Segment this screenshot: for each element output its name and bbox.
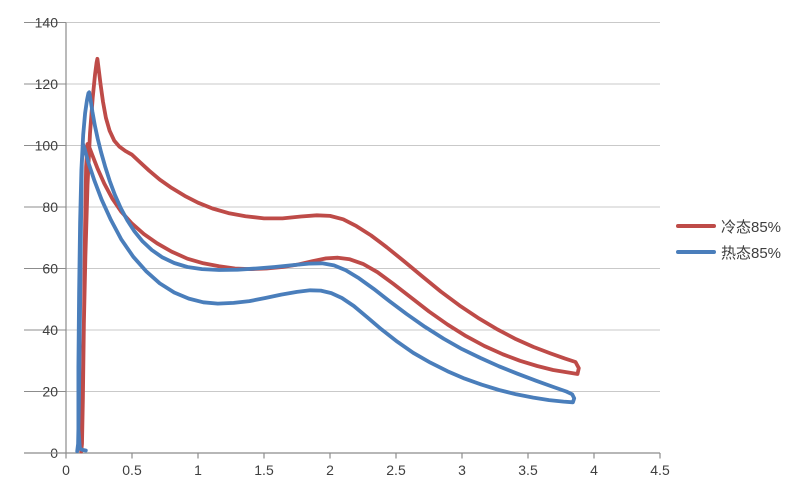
x-tick-label: 1 [194,462,202,478]
x-tick-label: 4.5 [650,462,670,478]
legend-label-hot: 热态85% [721,244,782,262]
legend-item-hot: 热态85% [676,239,781,265]
legend-marker-line-hot [676,250,716,254]
y-tick-label: 100 [35,138,59,154]
x-tick-label: 2.5 [386,462,406,478]
legend-marker-line-cold [676,224,716,228]
chart-legend: 冷态85% 热态85% [676,213,781,265]
y-tick-label: 80 [42,199,58,215]
x-tick-label: 4 [590,462,598,478]
y-tick-label: 140 [35,15,59,31]
y-tick-label: 20 [42,384,58,400]
x-tick-label: 3 [458,462,466,478]
series-line-hot-85 [75,90,577,454]
x-tick-label: 1.5 [254,462,274,478]
x-tick-label: 3.5 [518,462,538,478]
y-tick-label: 120 [35,76,59,92]
legend-item-cold: 冷态85% [676,213,781,239]
series-line-cold-85 [79,56,581,454]
y-tick-label: 40 [42,322,58,338]
x-tick-label: 0 [62,462,70,478]
legend-label-cold: 冷态85% [721,218,782,236]
x-tick-label: 2 [326,462,334,478]
x-tick-label: 0.5 [122,462,142,478]
y-tick-label: 60 [42,261,58,277]
